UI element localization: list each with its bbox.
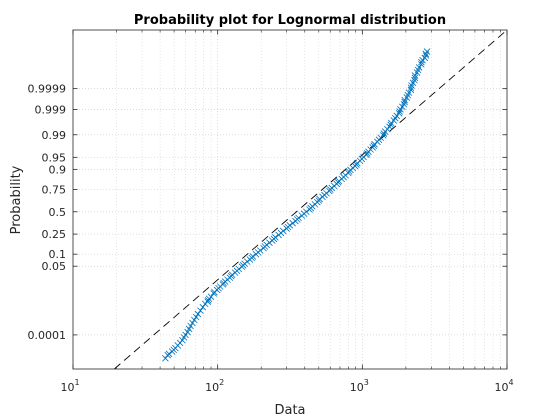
data-point: [363, 151, 370, 159]
data-point: [187, 322, 194, 330]
data-point: [417, 61, 425, 68]
y-tick-labels: 0.0001 0.050.1 0.25 0.5 0.75 0.90.95 0.99 0.999…: [28, 83, 67, 342]
y-tick-label: 0.99: [42, 129, 67, 142]
data-point: [197, 307, 204, 314]
data-point: [279, 227, 287, 235]
data-point: [316, 195, 323, 203]
minor-grid: [116, 30, 501, 369]
data-point: [395, 110, 403, 117]
data-point: [396, 108, 403, 115]
data-point: [272, 234, 279, 241]
major-grid: [73, 30, 507, 369]
data-markers: [162, 48, 431, 362]
plot-background: [73, 30, 507, 369]
plot-frame: [72, 29, 508, 370]
data-point: [182, 331, 189, 339]
data-point: [199, 303, 207, 311]
data-point: [243, 258, 251, 265]
data-point: [405, 89, 413, 96]
data-point: [295, 214, 302, 222]
reference-line: [114, 29, 508, 370]
data-point: [228, 271, 236, 279]
tick-marks: [72, 30, 508, 369]
chart-title: Probability plot for Lognormal distribut…: [134, 13, 446, 28]
data-point: [387, 121, 394, 129]
y-axis-label: Probability: [9, 165, 24, 234]
x-tick-label: 103: [350, 378, 369, 394]
data-point: [369, 144, 376, 151]
data-point: [401, 98, 408, 106]
y-tick-label: 0.9999: [28, 83, 67, 96]
data-point: [256, 247, 264, 254]
y-tick-label: 0.95: [42, 151, 67, 164]
data-point: [422, 52, 430, 59]
x-tick-label: 104: [494, 378, 513, 394]
x-tick-label: 102: [205, 378, 224, 394]
y-tick-label: 0.75: [42, 183, 67, 196]
data-point: [263, 241, 270, 249]
y-tick-label: 0.25: [42, 228, 67, 241]
x-axis-label: Data: [274, 403, 305, 418]
y-tick-label: 0.1: [49, 248, 67, 261]
x-tick-label: 101: [60, 378, 79, 394]
y-tick-label: 0.0001: [28, 329, 67, 342]
x-tick-labels: 101 102 103 104: [60, 378, 513, 394]
data-point: [380, 130, 388, 137]
data-point: [289, 219, 296, 227]
data-point: [192, 313, 200, 321]
data-point: [191, 316, 198, 324]
data-point: [411, 72, 419, 79]
data-point: [207, 293, 215, 301]
data-point: [380, 132, 387, 139]
y-tick-label: 0.9: [49, 163, 67, 176]
data-point: [266, 239, 273, 246]
data-point: [249, 253, 257, 260]
data-point: [418, 58, 425, 66]
data-point: [286, 222, 294, 229]
data-point: [189, 319, 196, 327]
data-point: [415, 64, 423, 71]
data-point: [165, 350, 173, 358]
data-point: [400, 100, 408, 108]
data-point: [184, 328, 191, 336]
data-point: [407, 84, 415, 92]
data-point: [162, 355, 169, 362]
data-point: [235, 265, 243, 273]
data-point: [194, 310, 202, 318]
y-tick-label: 0.999: [35, 103, 67, 116]
reference-line-layer: [114, 29, 508, 370]
data-point: [411, 74, 419, 82]
data-point: [423, 48, 431, 55]
y-tick-label: 0.05: [42, 260, 67, 273]
y-tick-label: 0.5: [49, 206, 67, 219]
data-point: [204, 297, 212, 304]
data-point: [303, 208, 310, 216]
data-point: [386, 123, 393, 131]
data-point: [335, 177, 343, 185]
